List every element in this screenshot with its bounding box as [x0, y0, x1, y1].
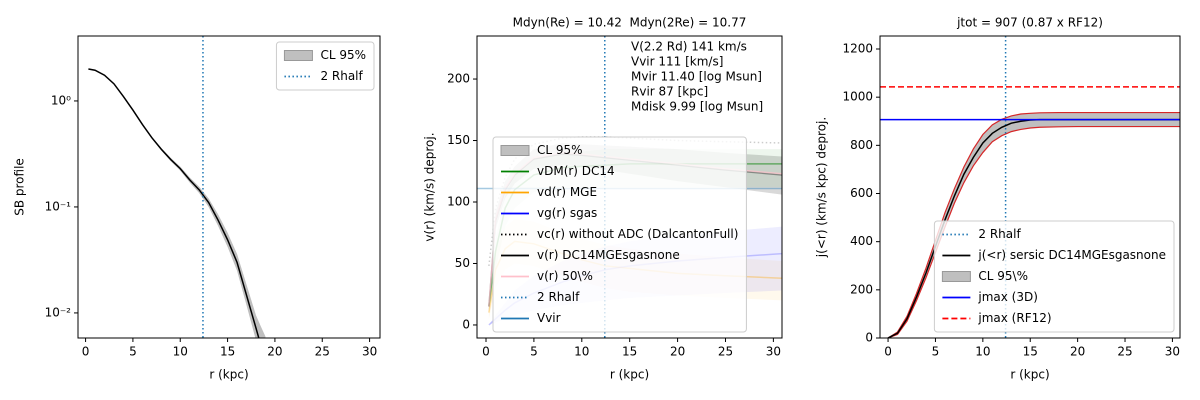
chart-title: jtot = 907 (0.87 x RF12)	[956, 16, 1103, 30]
legend-box	[492, 136, 747, 333]
x-tick-label: 20	[670, 345, 685, 359]
legend-label: jmax (RF12)	[977, 311, 1051, 325]
plot-area	[88, 36, 266, 338]
y-tick-label: 1200	[842, 42, 873, 56]
y-tick-label: 10⁻²	[45, 305, 72, 319]
x-tick-label: 5	[129, 345, 137, 359]
legend: CL 95% 2 Rhalf	[275, 41, 375, 91]
series-line	[88, 68, 260, 338]
legend-label: Vvir	[537, 311, 561, 325]
legend-label: vd(r) MGE	[537, 185, 597, 199]
y-tick-label: 600	[850, 186, 873, 200]
annotation: Vvir 111 [km/s]	[631, 55, 723, 69]
chart-title: Mdyn(Re) = 10.42 Mdyn(2Re) = 10.77	[513, 16, 747, 30]
x-tick-label: 5	[932, 345, 940, 359]
y-tick-label: 50	[455, 256, 470, 270]
y-axis-label: v(r) (km/s) deproj.	[423, 132, 437, 241]
x-tick-label: 10	[574, 345, 589, 359]
x-tick-label: 20	[267, 345, 282, 359]
legend-swatch	[283, 50, 313, 61]
x-tick-label: 30	[1165, 345, 1180, 359]
legend-swatch	[941, 271, 971, 282]
axes-frame	[77, 35, 381, 339]
y-axis-label: j(<r) (km/s kpc) deproj.	[815, 117, 829, 258]
legend: CL 95% vDM(r) DC14 vd(r) MGE vg(r) sgas vc(r…	[492, 136, 747, 333]
y-tick-label: 150	[447, 133, 470, 147]
x-tick-label: 15	[220, 345, 235, 359]
y-tick-label: 400	[850, 234, 873, 248]
legend-label: j(<r) sersic DC14MGEsgasnone	[977, 248, 1166, 262]
y-tick-label: 200	[850, 282, 873, 296]
confidence-band	[88, 68, 266, 338]
plot-area	[880, 36, 1180, 338]
y-tick-label: 0	[865, 331, 873, 345]
legend-label: 2 Rhalf	[320, 69, 363, 83]
annotation: V(2.2 Rd) 141 km/s	[631, 40, 747, 54]
band-edge	[887, 111, 1180, 338]
legend-label: vg(r) sgas	[537, 206, 597, 220]
legend-label: 2 Rhalf	[978, 227, 1021, 241]
legend-label: 2 Rhalf	[537, 290, 580, 304]
x-axis-label: r (kpc)	[1010, 368, 1049, 382]
legend-label: CL 95%	[320, 48, 366, 62]
annotation: Mvir 11.40 [log Msun]	[631, 70, 762, 84]
annotation: Mdisk 9.99 [log Msun]	[631, 100, 763, 114]
y-tick-label: 0	[462, 317, 470, 331]
legend-swatch	[500, 145, 530, 156]
x-tick-label: 15	[1023, 345, 1038, 359]
x-axis-label: r (kpc)	[209, 368, 248, 382]
legend-box	[933, 220, 1175, 333]
y-axis-label: SB profile	[13, 158, 27, 216]
x-tick-label: 15	[622, 345, 637, 359]
y-tick-label: 800	[850, 138, 873, 152]
x-tick-label: 25	[315, 345, 330, 359]
x-axis-label: r (kpc)	[610, 368, 649, 382]
x-tick-label: 25	[1117, 345, 1132, 359]
x-tick-label: 0	[884, 345, 892, 359]
legend-label: vc(r) without ADC (DalcantonFull)	[537, 227, 738, 241]
legend-label: vDM(r) DC14	[537, 164, 615, 178]
legend-label: v(r) DC14MGEsgasnone	[537, 248, 680, 262]
legend-label: v(r) 50\%	[537, 269, 593, 283]
x-tick-label: 30	[766, 345, 781, 359]
y-tick-label: 200	[447, 72, 470, 86]
band-edge	[887, 125, 1180, 338]
legend-label: jmax (3D)	[977, 290, 1038, 304]
x-tick-label: 0	[82, 345, 90, 359]
annotation: Rvir 87 [kpc]	[631, 85, 708, 99]
x-tick-label: 25	[718, 345, 733, 359]
legend: 2 Rhalf j(<r) sersic DC14MGEsgasnone CL 95…	[933, 220, 1175, 333]
y-tick-label: 100	[447, 195, 470, 209]
x-tick-label: 20	[1070, 345, 1085, 359]
x-tick-label: 5	[530, 345, 538, 359]
x-tick-label: 30	[362, 345, 377, 359]
x-tick-label: 0	[482, 345, 490, 359]
x-tick-label: 10	[975, 345, 990, 359]
y-tick-label: 10⁰	[51, 93, 71, 107]
legend-label: CL 95%	[537, 143, 583, 157]
legend-label: CL 95\%	[978, 269, 1028, 283]
y-tick-label: 1000	[842, 90, 873, 104]
x-tick-label: 10	[173, 345, 188, 359]
y-tick-label: 10⁻¹	[45, 199, 72, 213]
